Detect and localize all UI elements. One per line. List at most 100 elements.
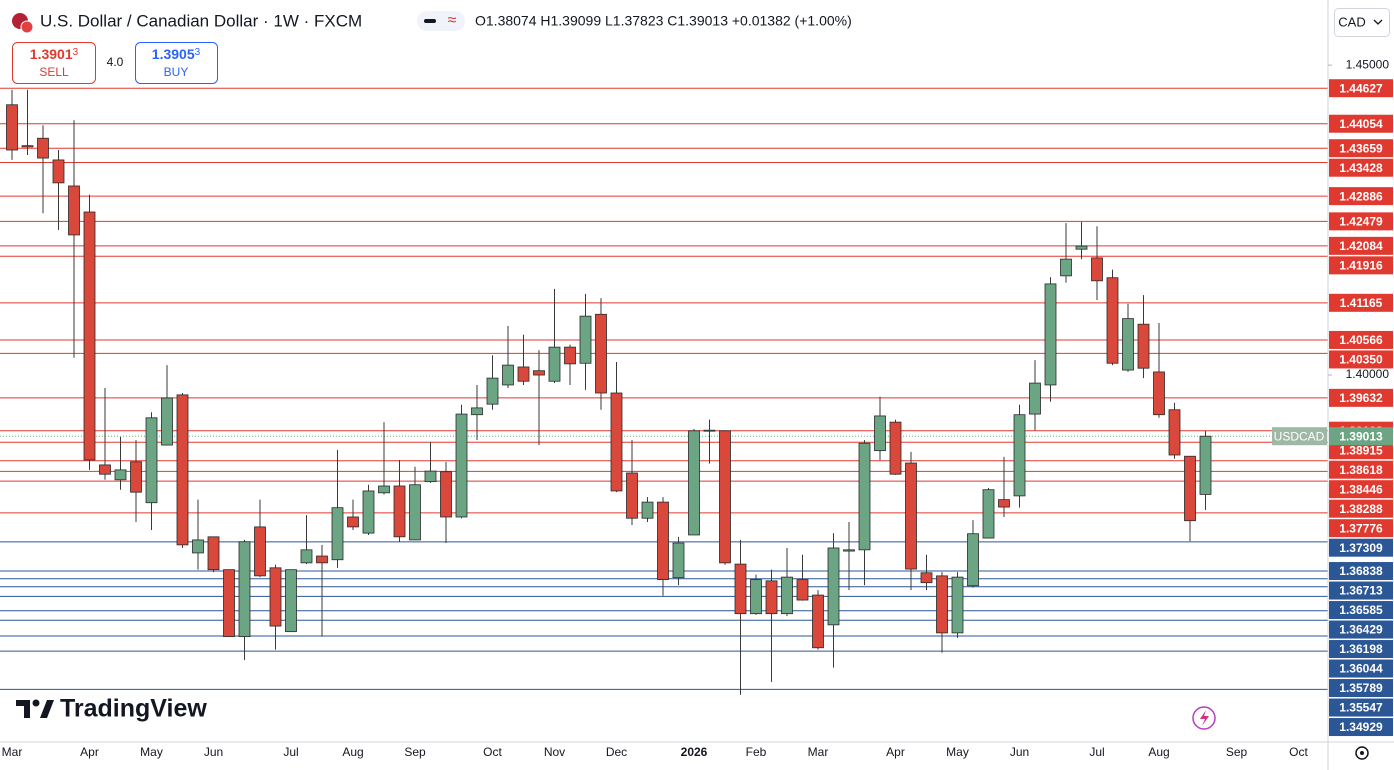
- candle-body: [1153, 371, 1165, 416]
- logo-mark: [40, 700, 54, 718]
- icon: ≈: [448, 12, 457, 29]
- candle-body: [579, 315, 592, 364]
- settings-icon[interactable]: [1355, 746, 1369, 760]
- x-tick-label: May: [140, 745, 163, 759]
- level-label: 1.38446: [1339, 482, 1383, 496]
- level-label-box: [1329, 460, 1393, 479]
- level-label: 1.37309: [1339, 541, 1383, 555]
- candle-body: [21, 145, 34, 148]
- y-tick-label: 1.45000: [1346, 57, 1390, 71]
- candle-body: [300, 549, 313, 564]
- level-label: 1.38618: [1339, 463, 1383, 477]
- candle-body: [874, 415, 886, 452]
- candle-body: [905, 462, 917, 570]
- logo-text: TradingView: [60, 695, 207, 723]
- candle-body: [285, 569, 297, 633]
- candle-body: [486, 377, 499, 405]
- settings-icon: [1360, 751, 1364, 755]
- candle-body: [393, 485, 406, 538]
- candle-body: [889, 421, 902, 475]
- buy-button[interactable]: [135, 42, 218, 84]
- y-tick-label: 1.40000: [1346, 367, 1390, 381]
- candle-body: [1060, 258, 1072, 277]
- x-tick-label: Jun: [1010, 745, 1029, 759]
- candle-body: [781, 576, 793, 615]
- candle-body: [765, 580, 778, 615]
- level-label-box: [1329, 330, 1393, 349]
- candle-body: [176, 394, 189, 546]
- icon: [424, 19, 436, 23]
- candle-body: [734, 563, 747, 615]
- candle-body: [331, 507, 344, 561]
- level-label-box: [1329, 659, 1393, 678]
- candle-body: [83, 211, 96, 461]
- candle-body: [827, 547, 840, 626]
- candle-body: [688, 430, 700, 536]
- level-label-box: [1329, 158, 1393, 177]
- candle-body: [114, 469, 127, 481]
- candle-body: [595, 313, 607, 394]
- candle-body: [967, 533, 979, 587]
- level-label-box: [1329, 601, 1393, 620]
- level-label-box: [1329, 350, 1393, 369]
- level-label-box: [1329, 620, 1393, 639]
- level-label: 1.42084: [1339, 239, 1383, 253]
- level-label: 1.35789: [1339, 681, 1383, 695]
- candle-body: [254, 526, 266, 577]
- level-label-box: [1329, 562, 1393, 581]
- spread: 4.0: [107, 55, 124, 69]
- level-label: 1.41916: [1339, 259, 1383, 273]
- level-label: 1.35547: [1339, 701, 1383, 715]
- indicator-pill[interactable]: [417, 11, 465, 31]
- x-tick-label: Aug: [1148, 745, 1169, 759]
- symbol-title: U.S. Dollar / Canadian Dollar · 1W · FXC…: [40, 11, 362, 30]
- level-label-box: [1329, 679, 1393, 698]
- x-tick-label: May: [946, 745, 969, 759]
- logo-mark: [16, 700, 30, 718]
- level-label-box: [1329, 718, 1393, 737]
- candle-body: [192, 539, 204, 554]
- candle-body: [1075, 245, 1088, 250]
- sell-label: SELL: [39, 65, 69, 79]
- candle-body: [626, 472, 638, 519]
- candle-body: [564, 346, 576, 365]
- x-tick-label: Nov: [544, 745, 565, 759]
- x-tick-label: Mar: [808, 745, 829, 759]
- candle-body: [223, 569, 235, 638]
- level-label: 1.39632: [1339, 391, 1383, 405]
- level-label: 1.42886: [1339, 189, 1383, 203]
- candle-body: [1044, 283, 1057, 386]
- level-label: 1.40350: [1339, 353, 1383, 367]
- level-label: 1.36838: [1339, 564, 1383, 578]
- candle-body: [843, 549, 855, 552]
- x-tick-label: Dec: [606, 745, 627, 759]
- candle-body: [1029, 382, 1041, 415]
- level-label: 1.36044: [1339, 662, 1383, 676]
- price-axis: 1.45000 1.40000 1.44627 1.44054 1.43659 1.434…: [1327, 0, 1394, 770]
- candle-body: [533, 370, 545, 376]
- x-tick-label: Oct: [1289, 745, 1308, 759]
- current-price-label: 1.39013: [1339, 429, 1383, 443]
- level-label-box: [1329, 698, 1393, 717]
- x-tick-label: Mar: [2, 745, 23, 759]
- candle-body: [37, 137, 49, 159]
- candle-body: [998, 499, 1010, 508]
- candle-body: [920, 572, 933, 584]
- current-price-box: [1329, 427, 1393, 446]
- level-label-box: [1329, 388, 1393, 407]
- level-label: 1.37776: [1339, 521, 1383, 535]
- candle-body: [796, 579, 809, 601]
- level-label: 1.44054: [1339, 117, 1383, 131]
- flag-icon: [20, 20, 34, 34]
- candle-body: [703, 429, 716, 432]
- currency-selector[interactable]: [1334, 8, 1390, 37]
- x-tick-label: Sep: [1226, 745, 1248, 759]
- x-tick-label: Oct: [483, 745, 502, 759]
- sell-button[interactable]: [12, 42, 96, 84]
- candle-body: [1106, 277, 1119, 364]
- ohlc-legend: O1.38074 H1.39099 L1.37823 C1.39013 +0.0…: [475, 13, 852, 29]
- flash-icon: [1200, 710, 1209, 726]
- candle-body: [238, 541, 251, 638]
- candle-body: [548, 346, 561, 382]
